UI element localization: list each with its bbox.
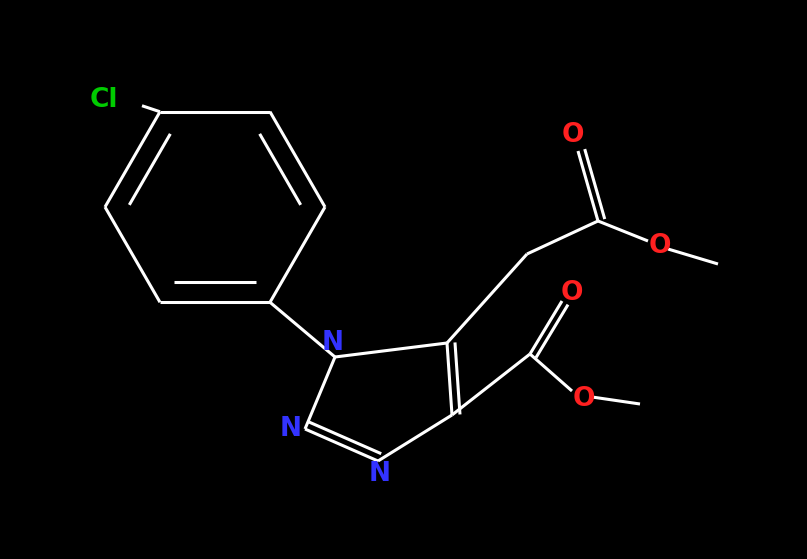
Text: O: O: [562, 122, 584, 148]
Text: O: O: [561, 280, 583, 306]
Text: Cl: Cl: [90, 87, 118, 113]
Text: O: O: [573, 386, 596, 412]
Text: O: O: [649, 233, 671, 259]
Text: N: N: [369, 461, 391, 487]
Text: N: N: [322, 330, 344, 356]
Text: N: N: [280, 416, 302, 442]
